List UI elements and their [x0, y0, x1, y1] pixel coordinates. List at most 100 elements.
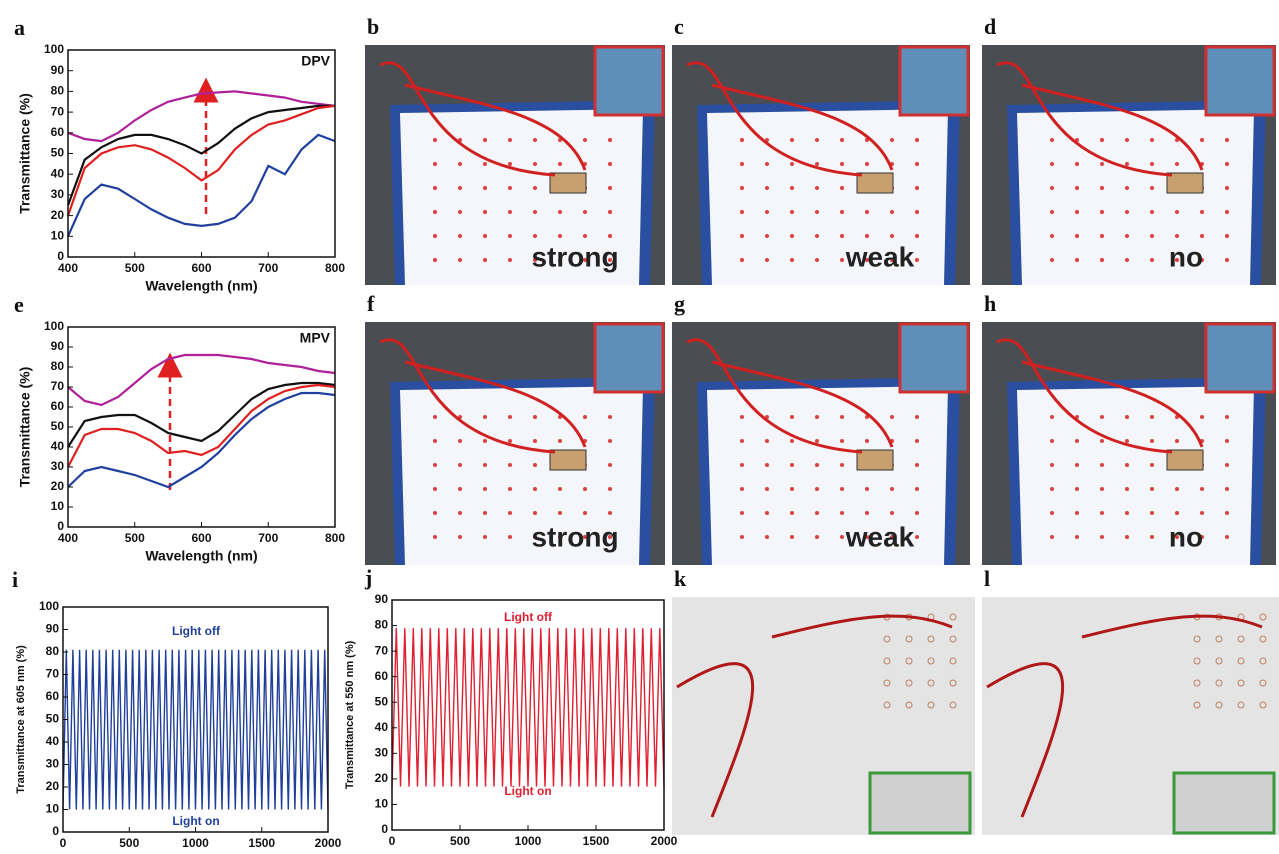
grid-dot: [1075, 511, 1079, 515]
grid-dot: [583, 415, 587, 419]
grid-dot: [533, 535, 537, 539]
grid-dot: [790, 138, 794, 142]
grid-dot: [608, 463, 612, 467]
y-tick-label: 100: [44, 319, 64, 333]
grid-dot: [483, 138, 487, 142]
grid-dot: [583, 210, 587, 214]
grid-dot: [740, 439, 744, 443]
panel-letter: l: [984, 566, 990, 591]
grid-dot: [740, 511, 744, 515]
x-tick-label: 0: [389, 834, 396, 848]
grid-dot: [533, 234, 537, 238]
grid-dot: [1200, 535, 1204, 539]
grid-dot: [483, 162, 487, 166]
grid-dot: [905, 679, 913, 687]
grid-dot: [433, 234, 437, 238]
annotation: Light off: [504, 610, 553, 624]
grid-dot: [840, 511, 844, 515]
caption: no: [1169, 241, 1203, 272]
grid-dot: [508, 162, 512, 166]
y-tick-label: 60: [375, 669, 389, 683]
grid-dot: [927, 679, 935, 687]
grid-dot: [1237, 679, 1245, 687]
grid-dot: [1075, 234, 1079, 238]
grid-dot: [927, 657, 935, 665]
grid-dot: [1150, 162, 1154, 166]
grid-dot: [740, 258, 744, 262]
grid-dot: [740, 234, 744, 238]
grid-dot: [840, 210, 844, 214]
grid-dot: [458, 210, 462, 214]
grid-dot: [1259, 701, 1267, 709]
grid-dot: [433, 511, 437, 515]
grid-dot: [458, 487, 462, 491]
grid-dot: [1050, 210, 1054, 214]
grid-dot: [1125, 439, 1129, 443]
grid-dot: [508, 463, 512, 467]
grid-dot: [1237, 635, 1245, 643]
grid-dot: [533, 463, 537, 467]
grid-dot: [1225, 511, 1229, 515]
grid-dot: [1200, 415, 1204, 419]
y-tick-label: 50: [375, 694, 389, 708]
grid-dot: [1050, 439, 1054, 443]
grid-dot: [583, 258, 587, 262]
grid-dot: [765, 439, 769, 443]
y-tick-label: 10: [46, 802, 60, 816]
grid-dot: [765, 258, 769, 262]
wire: [379, 338, 587, 454]
y-tick-label: 70: [51, 104, 65, 118]
annotation: Light on: [504, 784, 551, 798]
grid-dot: [458, 463, 462, 467]
data-line: [62, 649, 329, 810]
x-tick-label: 1500: [583, 834, 610, 848]
grid-dot: [433, 210, 437, 214]
grid-dot: [815, 463, 819, 467]
grid-dot: [1237, 657, 1245, 665]
grid-dot: [1050, 162, 1054, 166]
y-tick-label: 80: [46, 644, 60, 658]
grid-dot: [508, 234, 512, 238]
grid-dot: [1225, 162, 1229, 166]
y-tick-label: 50: [46, 712, 60, 726]
grid-dot: [890, 511, 894, 515]
grid-dot: [890, 138, 894, 142]
y-tick-label: 70: [375, 643, 389, 657]
y-tick-label: 70: [51, 379, 65, 393]
data-line: [66, 133, 336, 237]
grid-dot: [508, 258, 512, 262]
grid-dot: [433, 487, 437, 491]
grid-dot: [558, 258, 562, 262]
y-tick-label: 90: [51, 339, 65, 353]
grid-dot: [1259, 613, 1267, 621]
inset: [898, 322, 970, 394]
grid-dot: [483, 511, 487, 515]
grid-dot: [815, 258, 819, 262]
grid-dot: [508, 511, 512, 515]
y-tick-label: 30: [51, 459, 65, 473]
grid-dot: [949, 679, 957, 687]
y-tick-label: 90: [46, 622, 60, 636]
grid-dot: [815, 487, 819, 491]
device: [1166, 172, 1204, 194]
grid-dot: [1125, 138, 1129, 142]
grid-dot: [815, 234, 819, 238]
grid-dot: [583, 234, 587, 238]
y-tick-label: 40: [51, 166, 65, 180]
grid-dot: [915, 535, 919, 539]
grid-dot: [865, 258, 869, 262]
grid-dot: [1050, 463, 1054, 467]
grid-dot: [1125, 234, 1129, 238]
grid-dot: [865, 535, 869, 539]
grid-dot: [1200, 234, 1204, 238]
grid-dot: [483, 258, 487, 262]
wire: [686, 61, 894, 177]
grid-dot: [1259, 679, 1267, 687]
grid-dot: [608, 535, 612, 539]
grid-dot: [1225, 138, 1229, 142]
grid-dot: [1215, 635, 1223, 643]
grid-dot: [890, 487, 894, 491]
device: [856, 449, 894, 471]
grid-dot: [1225, 415, 1229, 419]
grid-dot: [558, 439, 562, 443]
